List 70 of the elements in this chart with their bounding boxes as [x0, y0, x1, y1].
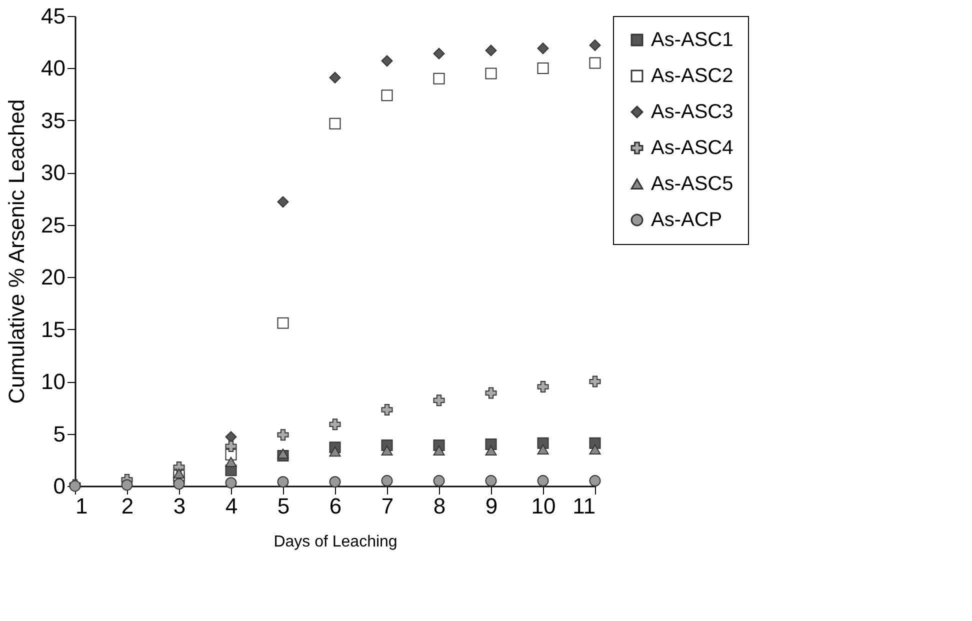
point [277, 476, 289, 488]
point [329, 446, 341, 457]
point [121, 479, 133, 491]
point [589, 444, 601, 454]
x-tick-label: 11 [572, 494, 596, 518]
point [433, 48, 445, 60]
legend-label: As-ASC1 [651, 29, 734, 51]
point [277, 196, 289, 208]
point [381, 90, 393, 102]
point [485, 475, 497, 487]
point [589, 40, 601, 51]
point [433, 445, 445, 456]
x-tick-label: 5 [277, 494, 290, 518]
point [381, 475, 393, 487]
x-axis-title: Days of Leaching [274, 534, 398, 550]
point [329, 118, 341, 130]
point [173, 478, 185, 490]
y-tick-label: 30 [41, 160, 66, 186]
y-axis-title: Cumulative % Arsenic Leached [4, 99, 30, 404]
y-tick-label: 5 [53, 421, 66, 446]
point [589, 57, 601, 69]
legend-label: As-ASC5 [651, 173, 734, 195]
y-tick-label: 45 [41, 4, 66, 28]
y-tick-label: 20 [41, 264, 66, 290]
point [433, 72, 445, 84]
x-tick-label: 1 [76, 494, 88, 518]
point [329, 476, 341, 488]
point [485, 445, 497, 456]
point [537, 62, 549, 74]
legend-label: As-ACP [651, 209, 722, 231]
point [589, 376, 601, 388]
point [485, 387, 497, 399]
point [277, 317, 289, 329]
point [329, 418, 341, 430]
y-tick-label: 0 [53, 474, 66, 498]
x-tick-label: 4 [225, 494, 238, 518]
x-tick-label: 2 [121, 494, 134, 518]
y-tick-label: 15 [41, 316, 66, 342]
y-tick-label: 25 [41, 212, 66, 238]
point [225, 456, 237, 468]
point [537, 475, 549, 487]
point [589, 475, 601, 487]
legend-label: As-ASC4 [651, 137, 734, 159]
point [277, 448, 289, 459]
x-tick-label: 10 [531, 494, 556, 518]
point [485, 44, 497, 56]
point [537, 42, 549, 54]
point [381, 55, 393, 67]
point [381, 404, 393, 416]
legend-label: As-ASC3 [651, 101, 734, 123]
x-tick-label: 3 [173, 494, 186, 518]
x-tick-label: 9 [485, 494, 498, 518]
y-tick-label: 10 [41, 369, 66, 394]
y-tick-label: 35 [41, 108, 66, 133]
point [329, 72, 341, 84]
point [433, 475, 445, 487]
x-tick-label: 6 [329, 494, 342, 518]
point [277, 429, 289, 441]
legend-label: As-ASC2 [651, 65, 734, 87]
point [537, 381, 549, 393]
point [381, 445, 393, 456]
point [537, 444, 549, 454]
point [173, 468, 185, 479]
point [433, 394, 445, 406]
point [225, 477, 237, 489]
point [485, 68, 497, 80]
x-tick-label: 7 [381, 494, 394, 518]
x-tick-label: 8 [433, 494, 446, 518]
point [225, 440, 237, 452]
y-tick-label: 40 [41, 56, 66, 81]
